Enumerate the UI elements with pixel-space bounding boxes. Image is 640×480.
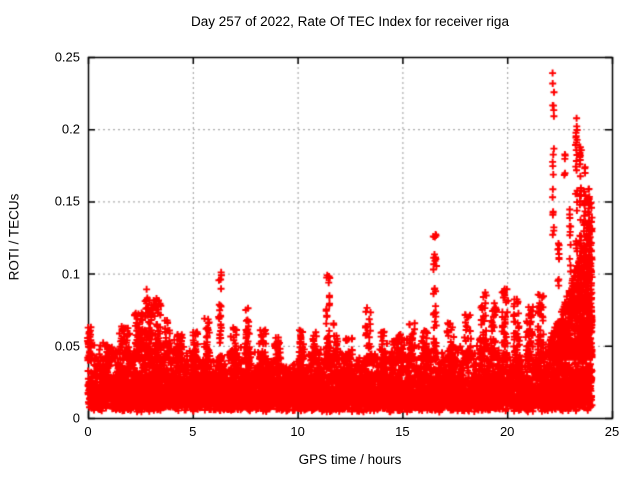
x-axis-label: GPS time / hours <box>298 452 402 467</box>
y-tick-label: 0.25 <box>54 49 80 65</box>
x-tick-label: 25 <box>604 424 620 439</box>
x-tick-label: 10 <box>290 424 305 439</box>
y-axis-label: ROTI / TECUs <box>6 193 22 281</box>
x-tick-label: 15 <box>395 424 410 439</box>
y-tick-label: 0.1 <box>61 266 80 282</box>
x-tick-label: 0 <box>84 424 92 439</box>
x-tick-label: 5 <box>189 424 197 439</box>
chart-title: Day 257 of 2022, Rate Of TEC Index for r… <box>191 14 509 29</box>
y-tick-label: 0 <box>72 410 80 426</box>
y-tick-label: 0.05 <box>54 338 80 354</box>
x-tick-label: 20 <box>499 424 515 439</box>
y-tick-label: 0.2 <box>61 121 80 137</box>
y-tick-label: 0.15 <box>54 193 80 209</box>
